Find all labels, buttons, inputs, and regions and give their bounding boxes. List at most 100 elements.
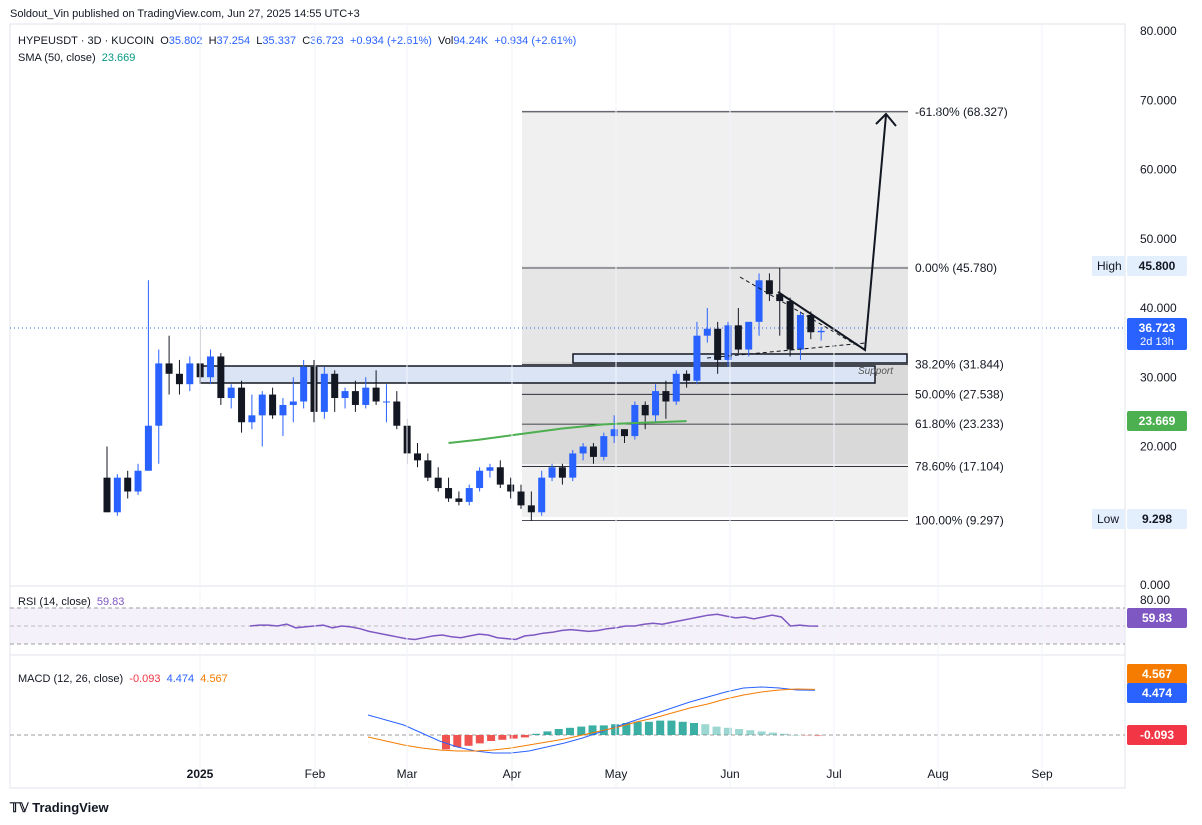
candle-body[interactable] [786, 301, 794, 350]
signal-line [367, 688, 816, 752]
candle-body[interactable] [610, 429, 618, 437]
price-tag[interactable]: Low 9.298 [1092, 509, 1187, 529]
candle-body[interactable] [745, 321, 753, 350]
candle-body[interactable] [186, 363, 194, 385]
candle-body[interactable] [445, 488, 453, 499]
candle-body[interactable] [548, 467, 556, 478]
candle-body[interactable] [217, 356, 225, 399]
price-tag-value: 4.474 [1142, 686, 1172, 700]
price-tag[interactable]: 4.474 [1127, 683, 1187, 703]
arrow-head-icon [875, 112, 897, 127]
support-zone-upper[interactable] [572, 353, 908, 364]
macd-histogram-bar [780, 733, 789, 735]
macd-histogram-bar [678, 721, 687, 735]
candle-body[interactable] [165, 363, 173, 374]
rsi-legend[interactable]: RSI (14, close) 59.83 [18, 596, 124, 608]
candle-body[interactable] [621, 429, 628, 437]
price-tag[interactable]: -0.093 [1127, 725, 1187, 745]
candle-body[interactable] [238, 387, 246, 423]
candle-body[interactable] [517, 491, 525, 506]
sma-legend[interactable]: SMA (50, close) 23.669 [18, 52, 135, 64]
candle-body[interactable] [124, 477, 132, 492]
candle-body[interactable] [155, 363, 163, 426]
candle-body[interactable] [796, 314, 804, 350]
candle-body[interactable] [496, 467, 504, 485]
candle-body[interactable] [465, 488, 473, 502]
candle-body[interactable] [765, 280, 773, 295]
candle-body[interactable] [589, 446, 597, 457]
open-value: 35.802 [168, 35, 203, 47]
price-tag-value: 36.723 [1139, 321, 1176, 335]
candle-body[interactable] [279, 404, 287, 416]
candle-body[interactable] [144, 425, 152, 471]
candle-body[interactable] [269, 394, 277, 416]
candle-body[interactable] [248, 415, 256, 423]
candle-body[interactable] [351, 391, 359, 405]
tradingview-logo[interactable]: 𝕋𝕍 TradingView [10, 800, 109, 816]
candle-body[interactable] [258, 394, 266, 416]
macd-histogram-bar [566, 727, 574, 735]
candle-body[interactable] [672, 373, 680, 402]
candle-body[interactable] [455, 498, 463, 502]
candle-body[interactable] [382, 401, 390, 403]
candle-body[interactable] [414, 453, 421, 461]
fib-level-label: 0.00% (45.780) [915, 261, 997, 275]
candle-body[interactable] [693, 335, 701, 381]
candle-body[interactable] [527, 505, 535, 513]
candle-body[interactable] [476, 470, 484, 489]
candle-body[interactable] [724, 325, 732, 360]
macd-legend[interactable]: MACD (12, 26, close) -0.093 4.474 4.567 [18, 673, 228, 685]
candle-body[interactable] [103, 477, 111, 513]
candle-body[interactable] [507, 484, 515, 492]
candle-body[interactable] [683, 373, 691, 381]
candle-body[interactable] [362, 387, 370, 405]
candle-body[interactable] [579, 446, 587, 454]
candle-body[interactable] [310, 366, 318, 412]
candle-body[interactable] [320, 373, 328, 412]
candle-body[interactable] [341, 391, 349, 399]
candle-body[interactable] [538, 477, 546, 513]
candle-body[interactable] [424, 460, 432, 478]
symbol-label[interactable]: HYPEUSDT · 3D · KUCOIN [18, 35, 155, 47]
candle-body[interactable] [207, 356, 214, 378]
candle-body[interactable] [300, 366, 308, 402]
candle-body[interactable] [331, 373, 339, 399]
candle-body[interactable] [175, 373, 183, 385]
candle-body[interactable] [558, 467, 566, 478]
candle-body[interactable] [393, 401, 401, 426]
candle-body[interactable] [807, 314, 815, 333]
price-tag[interactable]: 4.567 [1127, 664, 1187, 684]
macd-histogram-bar [509, 735, 518, 739]
candle-body[interactable] [569, 453, 577, 478]
candle-body[interactable] [734, 325, 742, 350]
candle-body[interactable] [372, 387, 380, 402]
candle-body[interactable] [776, 294, 784, 302]
price-tag-value: 23.669 [1139, 414, 1176, 428]
price-tag[interactable]: 23.669 [1127, 411, 1187, 431]
candle-body[interactable] [113, 477, 121, 513]
candle-body[interactable] [134, 470, 142, 492]
macd-value: -0.093 [129, 673, 161, 685]
candle-body[interactable] [652, 391, 660, 416]
candle-body[interactable] [817, 330, 825, 333]
candle-body[interactable] [289, 401, 297, 405]
candle-body[interactable] [631, 404, 639, 437]
candle-body[interactable] [714, 328, 722, 360]
price-tag-value: 45.800 [1139, 259, 1176, 273]
price-tag[interactable]: High 45.800 [1092, 256, 1187, 276]
candle-body[interactable] [641, 404, 649, 416]
candle-body[interactable] [434, 477, 442, 489]
candle-body[interactable] [600, 436, 608, 457]
candle-body[interactable] [227, 387, 235, 399]
triangle-lower-trendline [706, 342, 866, 359]
fib-level-label: -61.80% (68.327) [915, 105, 1008, 119]
projection-path [777, 114, 887, 352]
candle-body[interactable] [703, 328, 711, 336]
price-tag-bg [1127, 608, 1187, 628]
price-tag[interactable]: 59.83 [1127, 608, 1187, 628]
candle-body[interactable] [755, 280, 763, 322]
candle-body[interactable] [486, 467, 494, 471]
candle-body[interactable] [662, 391, 670, 402]
